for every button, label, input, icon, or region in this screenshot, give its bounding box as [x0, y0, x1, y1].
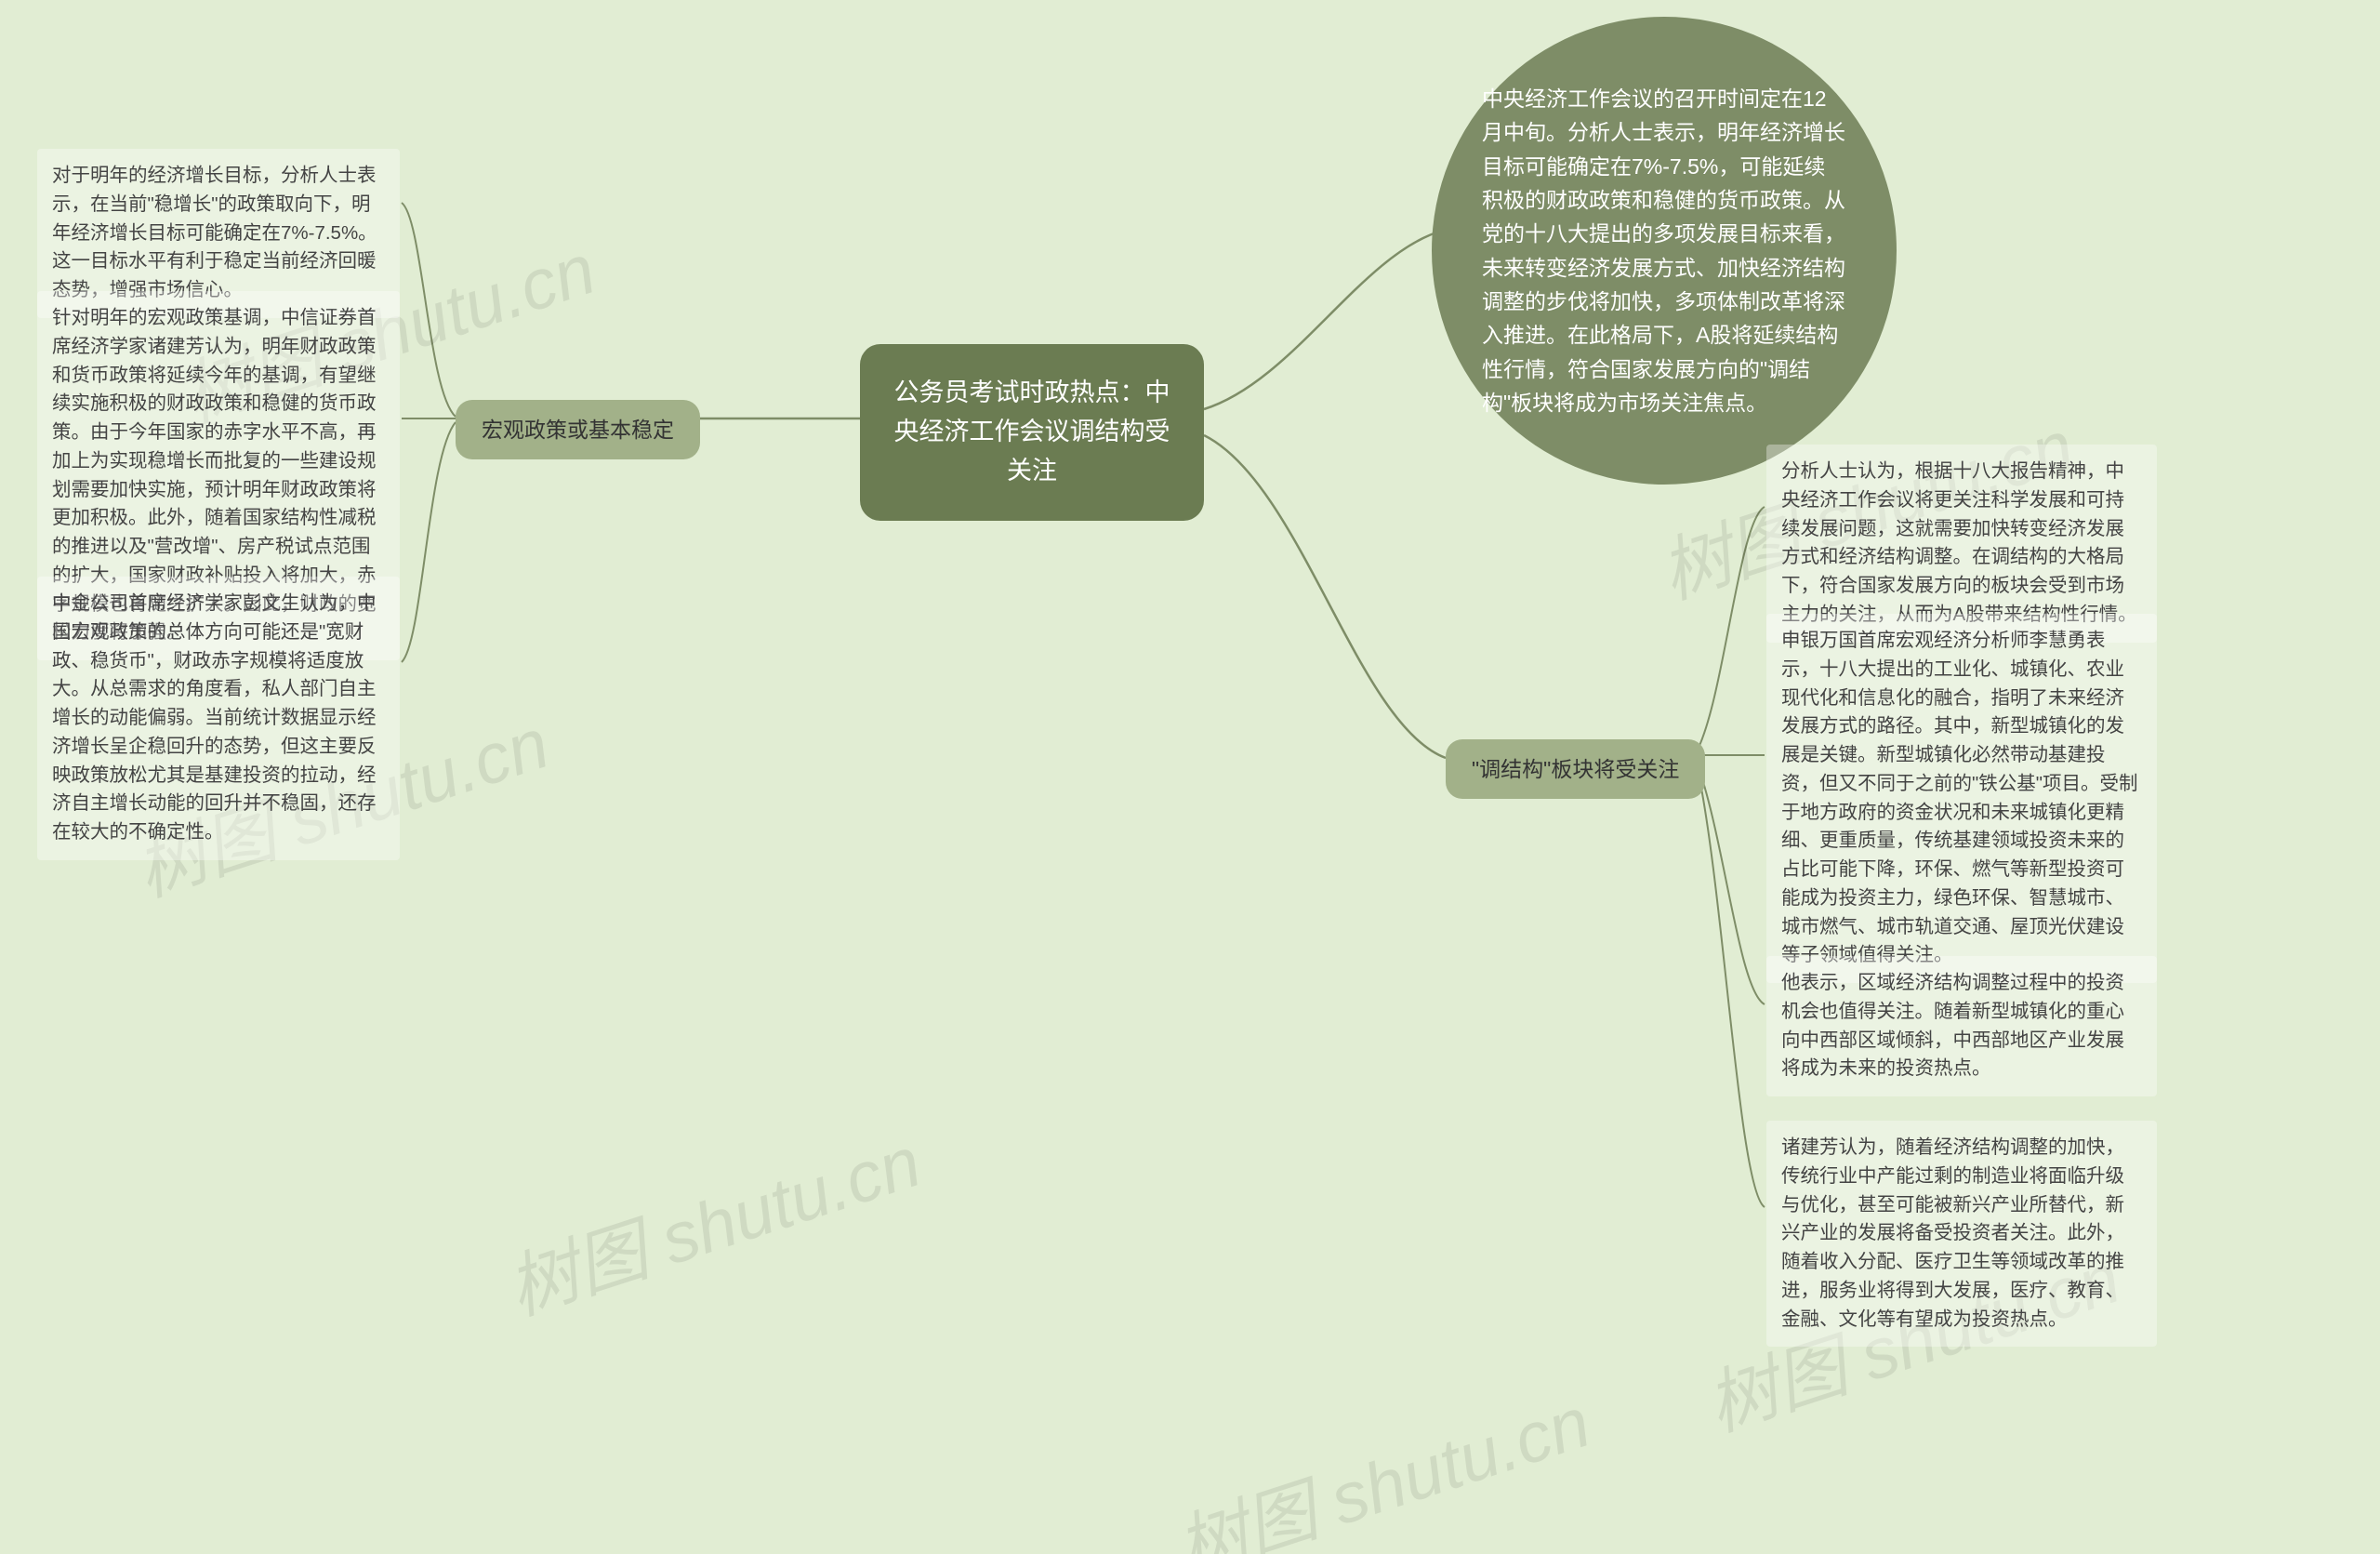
intro-node[interactable]: 中央经济工作会议的召开时间定在12月中旬。分析人士表示，明年经济增长目标可能确定… — [1432, 17, 1897, 485]
watermark: 树图 shutu.cn — [1162, 1365, 1601, 1554]
mindmap-center[interactable]: 公务员考试时政热点：中央经济工作会议调结构受关注 — [860, 344, 1204, 521]
right-leaf-2[interactable]: 申银万国首席宏观经济分析师李慧勇表示，十八大提出的工业化、城镇化、农业现代化和信… — [1766, 614, 2157, 983]
right-leaf-4[interactable]: 诸建芳认为，随着经济结构调整的加快，传统行业中产能过剩的制造业将面临升级与优化，… — [1766, 1121, 2157, 1347]
right-leaf-3[interactable]: 他表示，区域经济结构调整过程中的投资机会也值得关注。随着新型城镇化的重心向中西部… — [1766, 956, 2157, 1096]
right-leaf-1[interactable]: 分析人士认为，根据十八大报告精神，中央经济工作会议将更关注科学发展和可持续发展问… — [1766, 445, 2157, 643]
branch-right[interactable]: "调结构"板块将受关注 — [1446, 739, 1705, 799]
branch-left[interactable]: 宏观政策或基本稳定 — [456, 400, 700, 459]
left-leaf-3[interactable]: 中金公司首席经济学家彭文生认为，中国宏观政策的总体方向可能还是"宽财政、稳货币"… — [37, 577, 400, 860]
watermark: 树图 shutu.cn — [493, 1105, 932, 1335]
